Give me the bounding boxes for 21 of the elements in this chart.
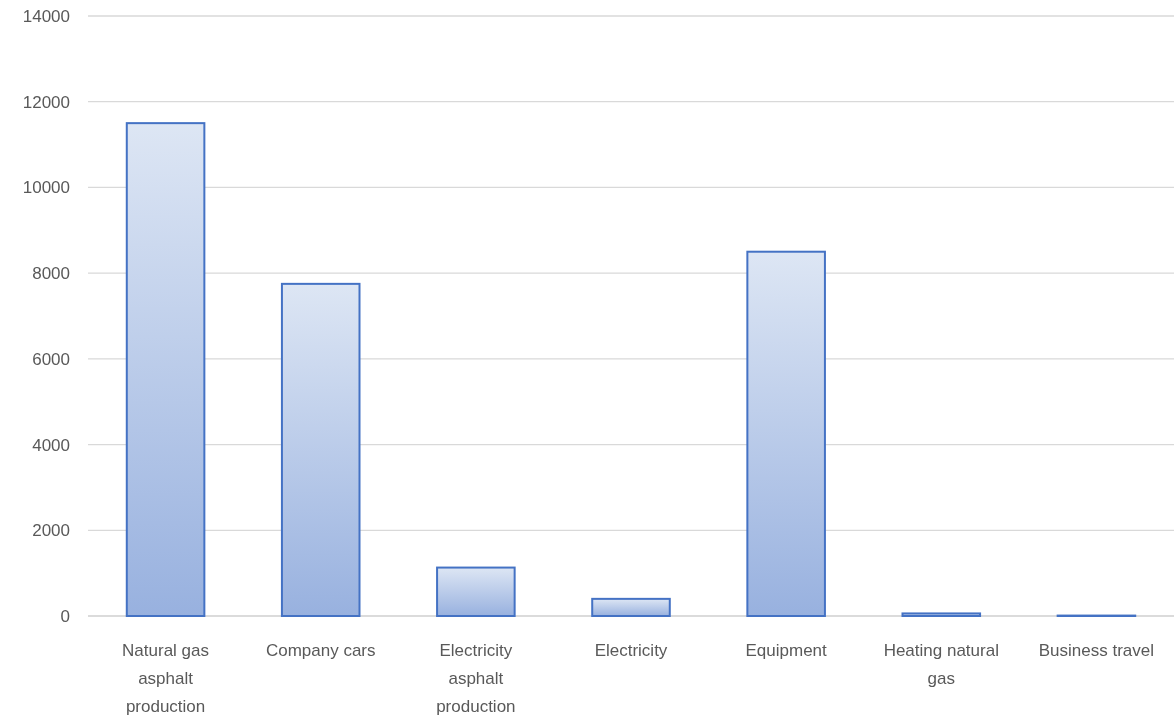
bar bbox=[280, 282, 361, 617]
bar bbox=[125, 122, 206, 617]
y-tick-label: 6000 bbox=[32, 349, 70, 369]
x-tick-label: Equipment bbox=[745, 641, 828, 660]
x-tick-label: Heating natural gas bbox=[883, 641, 999, 688]
x-tick-label: Natural gas asphalt production bbox=[122, 641, 210, 716]
y-tick-label: 4000 bbox=[32, 435, 70, 455]
y-tick-label: 2000 bbox=[32, 521, 70, 541]
x-tick-label: Electricity bbox=[594, 641, 668, 660]
bar bbox=[436, 566, 516, 617]
x-tick-label: Company cars bbox=[265, 641, 376, 660]
y-tick-label: 12000 bbox=[22, 92, 70, 112]
y-tick-label: 8000 bbox=[32, 264, 70, 284]
y-tick-label: 14000 bbox=[22, 6, 70, 26]
bar bbox=[901, 612, 982, 617]
bar bbox=[746, 250, 826, 617]
y-tick-label: 10000 bbox=[22, 178, 70, 198]
x-tick-label: Business travel bbox=[1038, 641, 1155, 660]
y-tick-label: 0 bbox=[60, 606, 70, 626]
x-tick-label: Electricity asphalt production bbox=[436, 641, 516, 716]
bar bbox=[591, 597, 671, 617]
